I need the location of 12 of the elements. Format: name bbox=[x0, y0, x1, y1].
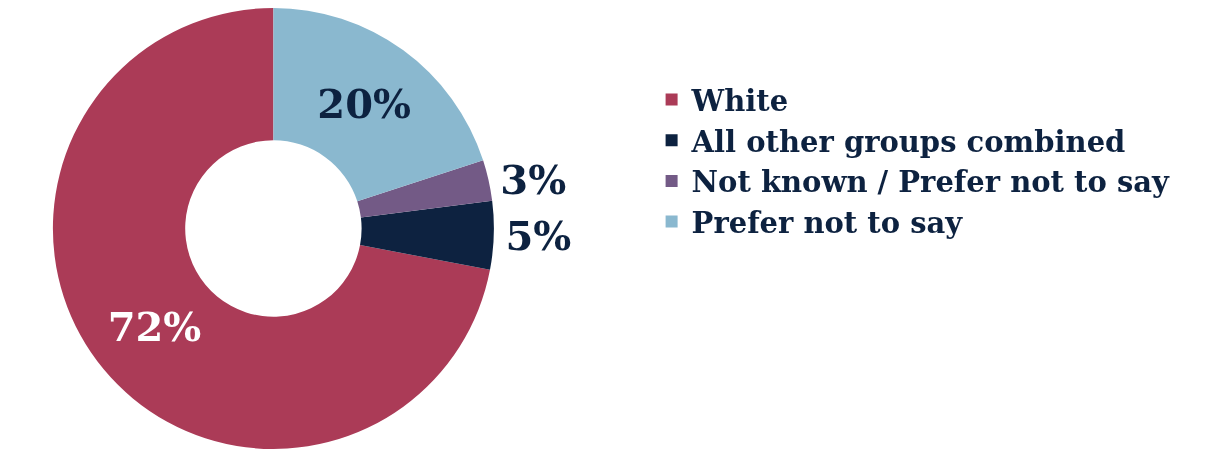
legend-label: White bbox=[690, 83, 789, 118]
data-label: 3% bbox=[500, 155, 567, 203]
data-label: 5% bbox=[505, 211, 572, 259]
donut-slice bbox=[52, 8, 490, 449]
donut-slice bbox=[360, 200, 494, 270]
data-label: 20% bbox=[317, 80, 411, 128]
legend-label: All other groups combined bbox=[690, 124, 1126, 159]
legend-label: Prefer not to say bbox=[691, 205, 964, 240]
donut-slice bbox=[357, 160, 493, 218]
donut-slice bbox=[273, 8, 484, 202]
data-label: 72% bbox=[107, 303, 202, 351]
legend-label: Not known / Prefer not to say bbox=[691, 165, 1170, 200]
